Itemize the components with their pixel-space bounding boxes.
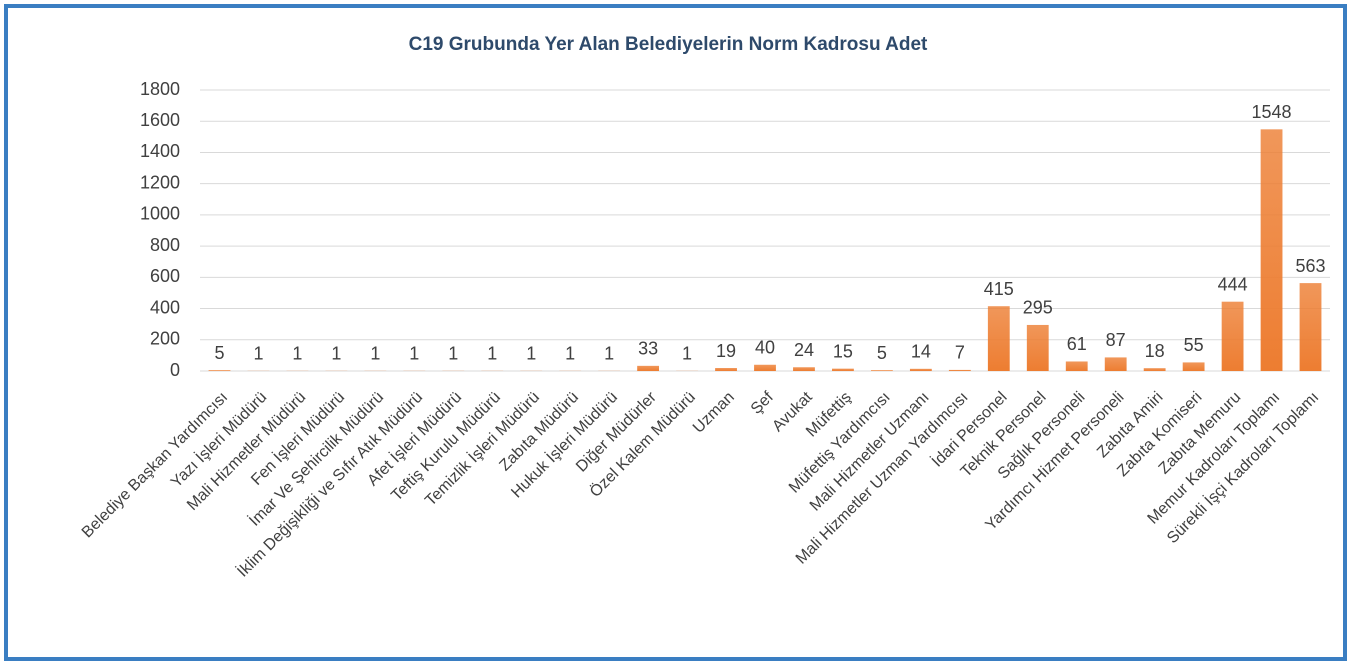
data-label: 24 — [794, 340, 814, 360]
data-label: 18 — [1145, 341, 1165, 361]
bar — [1221, 301, 1244, 371]
data-label: 415 — [984, 279, 1014, 299]
bar — [1143, 368, 1166, 371]
data-label: 563 — [1295, 256, 1325, 276]
data-label: 1 — [526, 344, 536, 364]
data-label: 1 — [448, 344, 458, 364]
bar — [1065, 361, 1088, 371]
y-tick-label: 1000 — [140, 204, 180, 224]
bar — [832, 368, 854, 371]
data-label: 1 — [604, 344, 614, 364]
chart-frame — [4, 4, 1347, 661]
bar — [909, 368, 932, 371]
bar — [948, 369, 971, 371]
data-label: 55 — [1184, 335, 1204, 355]
data-label: 1548 — [1252, 102, 1292, 122]
data-label: 1 — [682, 344, 692, 364]
data-label: 14 — [911, 342, 931, 362]
bar — [1299, 283, 1322, 371]
bar — [987, 306, 1010, 371]
bar — [208, 370, 231, 371]
bar — [1182, 362, 1205, 371]
y-tick-label: 600 — [150, 266, 180, 286]
data-label: 1 — [292, 344, 302, 364]
x-tick-label: Belediye Başkan Yardımcısı — [79, 389, 231, 541]
bar — [1260, 129, 1283, 371]
data-label: 87 — [1106, 330, 1126, 350]
y-tick-label: 800 — [150, 235, 180, 255]
y-tick-label: 0 — [170, 360, 180, 380]
x-tick-label: Şef — [748, 388, 777, 417]
data-label: 33 — [638, 339, 658, 359]
y-tick-label: 200 — [150, 329, 180, 349]
data-label: 1 — [487, 344, 497, 364]
chart-title: C19 Grubunda Yer Alan Belediyelerin Norm… — [409, 34, 928, 55]
bar — [715, 368, 737, 371]
data-label: 15 — [833, 341, 853, 361]
data-label: 444 — [1218, 274, 1248, 294]
bar — [637, 365, 660, 371]
bar — [1026, 324, 1049, 371]
data-label: 1 — [370, 344, 380, 364]
y-tick-label: 1200 — [140, 172, 180, 192]
data-label: 295 — [1023, 298, 1053, 318]
data-label: 1 — [409, 344, 419, 364]
data-label: 5 — [877, 343, 887, 363]
data-label: 1 — [331, 344, 341, 364]
y-tick-label: 1800 — [140, 79, 180, 99]
data-label: 61 — [1067, 334, 1087, 354]
y-tick-label: 1600 — [140, 110, 180, 130]
y-tick-label: 1400 — [140, 141, 180, 161]
bar — [793, 367, 815, 371]
bar — [754, 364, 776, 371]
data-label: 5 — [214, 343, 224, 363]
data-label: 19 — [716, 341, 736, 361]
data-label: 1 — [253, 344, 263, 364]
data-label: 7 — [955, 343, 965, 363]
bar — [1104, 357, 1127, 371]
bar — [870, 370, 893, 371]
data-label: 1 — [565, 344, 575, 364]
x-tick-label: Uzman — [690, 389, 738, 437]
data-label: 40 — [755, 338, 775, 358]
y-tick-label: 400 — [150, 297, 180, 317]
